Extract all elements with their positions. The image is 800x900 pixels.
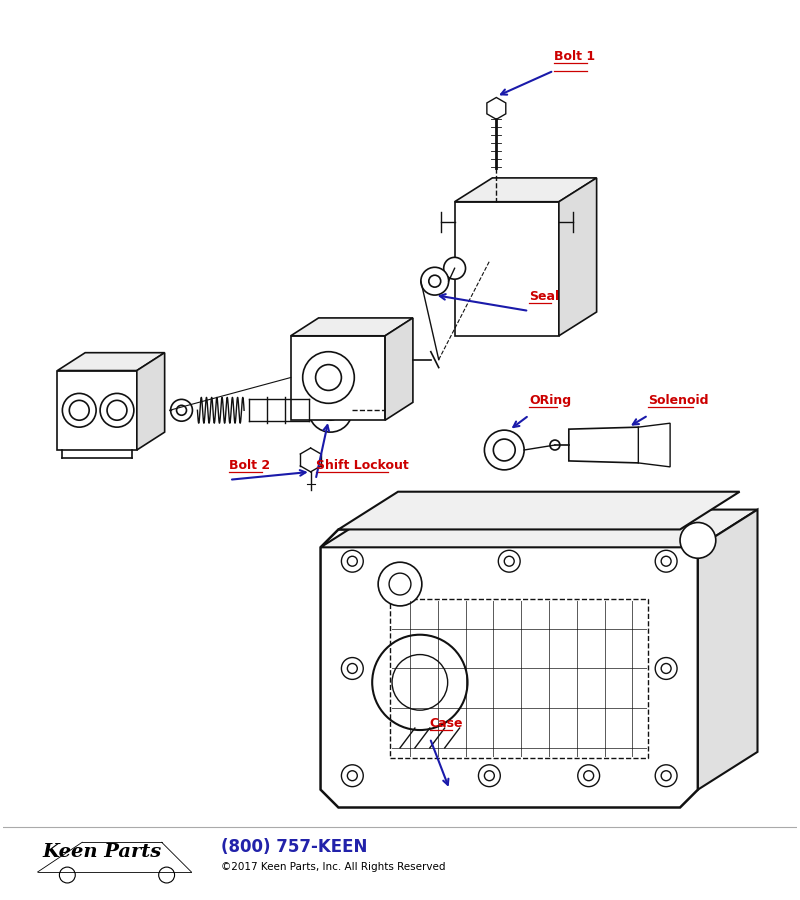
Circle shape [372,634,467,730]
Circle shape [421,267,449,295]
Polygon shape [638,423,670,467]
Circle shape [498,550,520,572]
Circle shape [584,770,594,780]
Circle shape [655,550,677,572]
Circle shape [680,523,716,558]
Polygon shape [58,353,165,371]
Circle shape [170,400,193,421]
Text: Seal: Seal [529,290,559,303]
Circle shape [661,770,671,780]
Polygon shape [698,509,758,789]
Circle shape [444,257,466,279]
Circle shape [177,405,186,415]
Circle shape [100,393,134,428]
Polygon shape [290,318,413,336]
Circle shape [550,440,560,450]
Circle shape [342,765,363,787]
Polygon shape [487,97,506,120]
Polygon shape [321,529,698,807]
Text: Keen Parts: Keen Parts [42,843,162,861]
Circle shape [655,765,677,787]
Polygon shape [338,491,740,529]
Circle shape [315,364,342,391]
Circle shape [70,400,89,420]
Circle shape [494,439,515,461]
Text: (800) 757-KEEN: (800) 757-KEEN [222,838,368,856]
Polygon shape [290,336,385,420]
Circle shape [378,562,422,606]
Polygon shape [385,318,413,420]
Circle shape [309,389,352,432]
Circle shape [342,658,363,680]
Circle shape [107,400,127,420]
Circle shape [342,550,363,572]
Circle shape [347,770,358,780]
Circle shape [321,400,341,420]
Polygon shape [559,178,597,336]
Circle shape [302,352,354,403]
Polygon shape [454,202,559,336]
Circle shape [429,275,441,287]
Circle shape [347,556,358,566]
Polygon shape [569,428,646,463]
Text: Bolt 2: Bolt 2 [229,459,270,472]
Circle shape [578,765,600,787]
Text: Solenoid: Solenoid [648,394,709,408]
Circle shape [62,393,96,428]
Polygon shape [137,353,165,450]
Text: Case: Case [430,717,463,730]
Text: Shift Lockout: Shift Lockout [315,459,408,472]
Circle shape [478,765,500,787]
Circle shape [392,654,448,710]
Circle shape [504,556,514,566]
Circle shape [655,658,677,680]
Circle shape [485,430,524,470]
Text: ©2017 Keen Parts, Inc. All Rights Reserved: ©2017 Keen Parts, Inc. All Rights Reserv… [222,862,446,872]
Polygon shape [321,509,758,547]
Polygon shape [58,371,137,450]
Circle shape [485,770,494,780]
Circle shape [661,663,671,673]
Text: ORing: ORing [529,394,571,408]
Circle shape [347,663,358,673]
Text: Bolt 1: Bolt 1 [554,50,595,63]
Circle shape [158,867,174,883]
Circle shape [59,867,75,883]
Circle shape [661,556,671,566]
Circle shape [389,573,411,595]
Polygon shape [454,178,597,202]
